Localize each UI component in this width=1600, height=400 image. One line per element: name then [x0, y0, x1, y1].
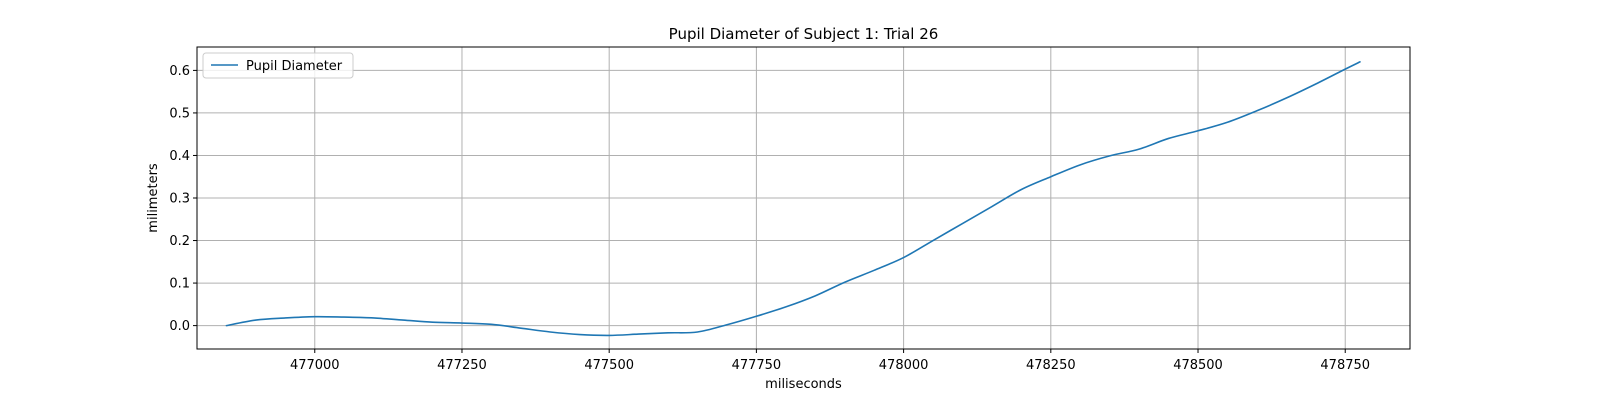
y-tick-label: 0.0 — [169, 319, 190, 334]
x-tick-label: 477000 — [290, 358, 340, 373]
x-tick-label: 477500 — [584, 358, 634, 373]
x-tick-label: 478250 — [1026, 358, 1076, 373]
chart-title: Pupil Diameter of Subject 1: Trial 26 — [669, 25, 939, 43]
y-tick-label: 0.2 — [169, 234, 190, 249]
x-tick-label: 477750 — [732, 358, 782, 373]
legend-label: Pupil Diameter — [246, 59, 343, 74]
x-axis-label: miliseconds — [765, 377, 842, 392]
y-axis-ticks: 0.0 0.1 0.2 0.3 0.4 0.5 0.6 — [169, 64, 197, 334]
x-tick-label: 478500 — [1173, 358, 1223, 373]
x-tick-label: 477250 — [437, 358, 487, 373]
grid-layer — [197, 47, 1410, 349]
x-tick-label: 478750 — [1320, 358, 1370, 373]
y-tick-label: 0.1 — [169, 277, 190, 292]
x-axis-ticks: 477000 477250 477500 477750 478000 478250 4785… — [290, 349, 1370, 373]
y-tick-label: 0.3 — [169, 192, 190, 207]
legend-box — [202, 52, 354, 79]
series-layer — [225, 61, 1361, 337]
y-tick-label: 0.4 — [169, 149, 190, 164]
y-axis-label: milimeters — [146, 163, 161, 233]
y-tick-label: 0.6 — [169, 64, 190, 79]
series-line — [225, 61, 1361, 337]
y-tick-label: 0.5 — [169, 106, 190, 121]
legend: Pupil Diameter — [202, 52, 354, 79]
x-tick-label: 478000 — [879, 358, 929, 373]
